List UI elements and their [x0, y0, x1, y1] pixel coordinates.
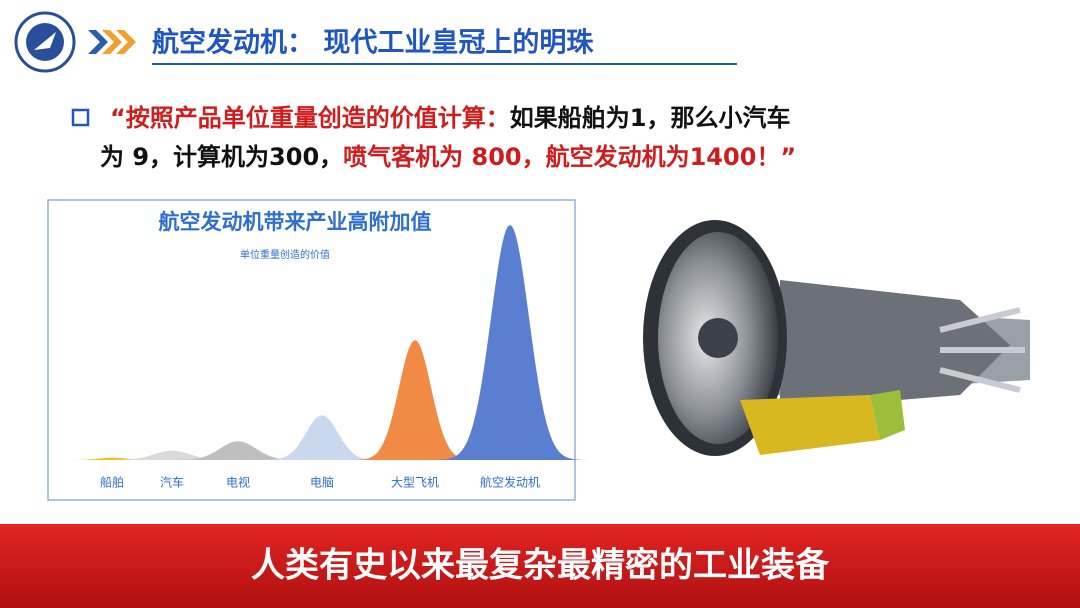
peak [351, 340, 479, 460]
category-label: 船舶 [100, 475, 124, 490]
category-label: 航空发动机 [480, 475, 540, 490]
quote-run: 喷气客机为 800，航空发动机为1400！” [343, 143, 796, 171]
peak [56, 457, 168, 460]
peak [434, 225, 586, 460]
peak [100, 450, 244, 460]
quote-run: “按照产品单位重量创造的价值计算： [110, 104, 510, 132]
engine-illustration [640, 215, 1040, 457]
header-title: 航空发动机： 现代工业皇冠上的明珠 [152, 27, 594, 59]
category-label: 汽车 [160, 475, 184, 490]
category-label: 大型飞机 [391, 476, 439, 490]
quote-run: 如果船舶为1，那么小汽车 [510, 104, 791, 132]
category-label: 电视 [226, 475, 250, 490]
peak [166, 441, 310, 460]
quote-run: 为 9，计算机为300， [100, 143, 343, 171]
chart: 航空发动机带来产业高附加值 单位重量创造的价值 船舶 汽车 电视 电脑 大型飞机 航空发动… [47, 199, 586, 501]
footer-banner [0, 524, 1080, 608]
chart-subtitle: 单位重量创造的价值 [240, 248, 330, 261]
chart-title: 航空发动机带来产业高附加值 [159, 210, 432, 234]
quote-line: 为 9，计算机为300，喷气客机为 800，航空发动机为1400！” [100, 143, 796, 171]
category-label: 电脑 [310, 476, 334, 490]
quote-line: “按照产品单位重量创造的价值计算：如果船舶为1，那么小汽车 [110, 104, 790, 132]
footer-text: 人类有史以来最复杂最精密的工业装备 [251, 546, 830, 586]
logo [14, 11, 76, 73]
bullet [71, 108, 90, 127]
chevrons [88, 30, 136, 54]
peak [258, 415, 386, 460]
